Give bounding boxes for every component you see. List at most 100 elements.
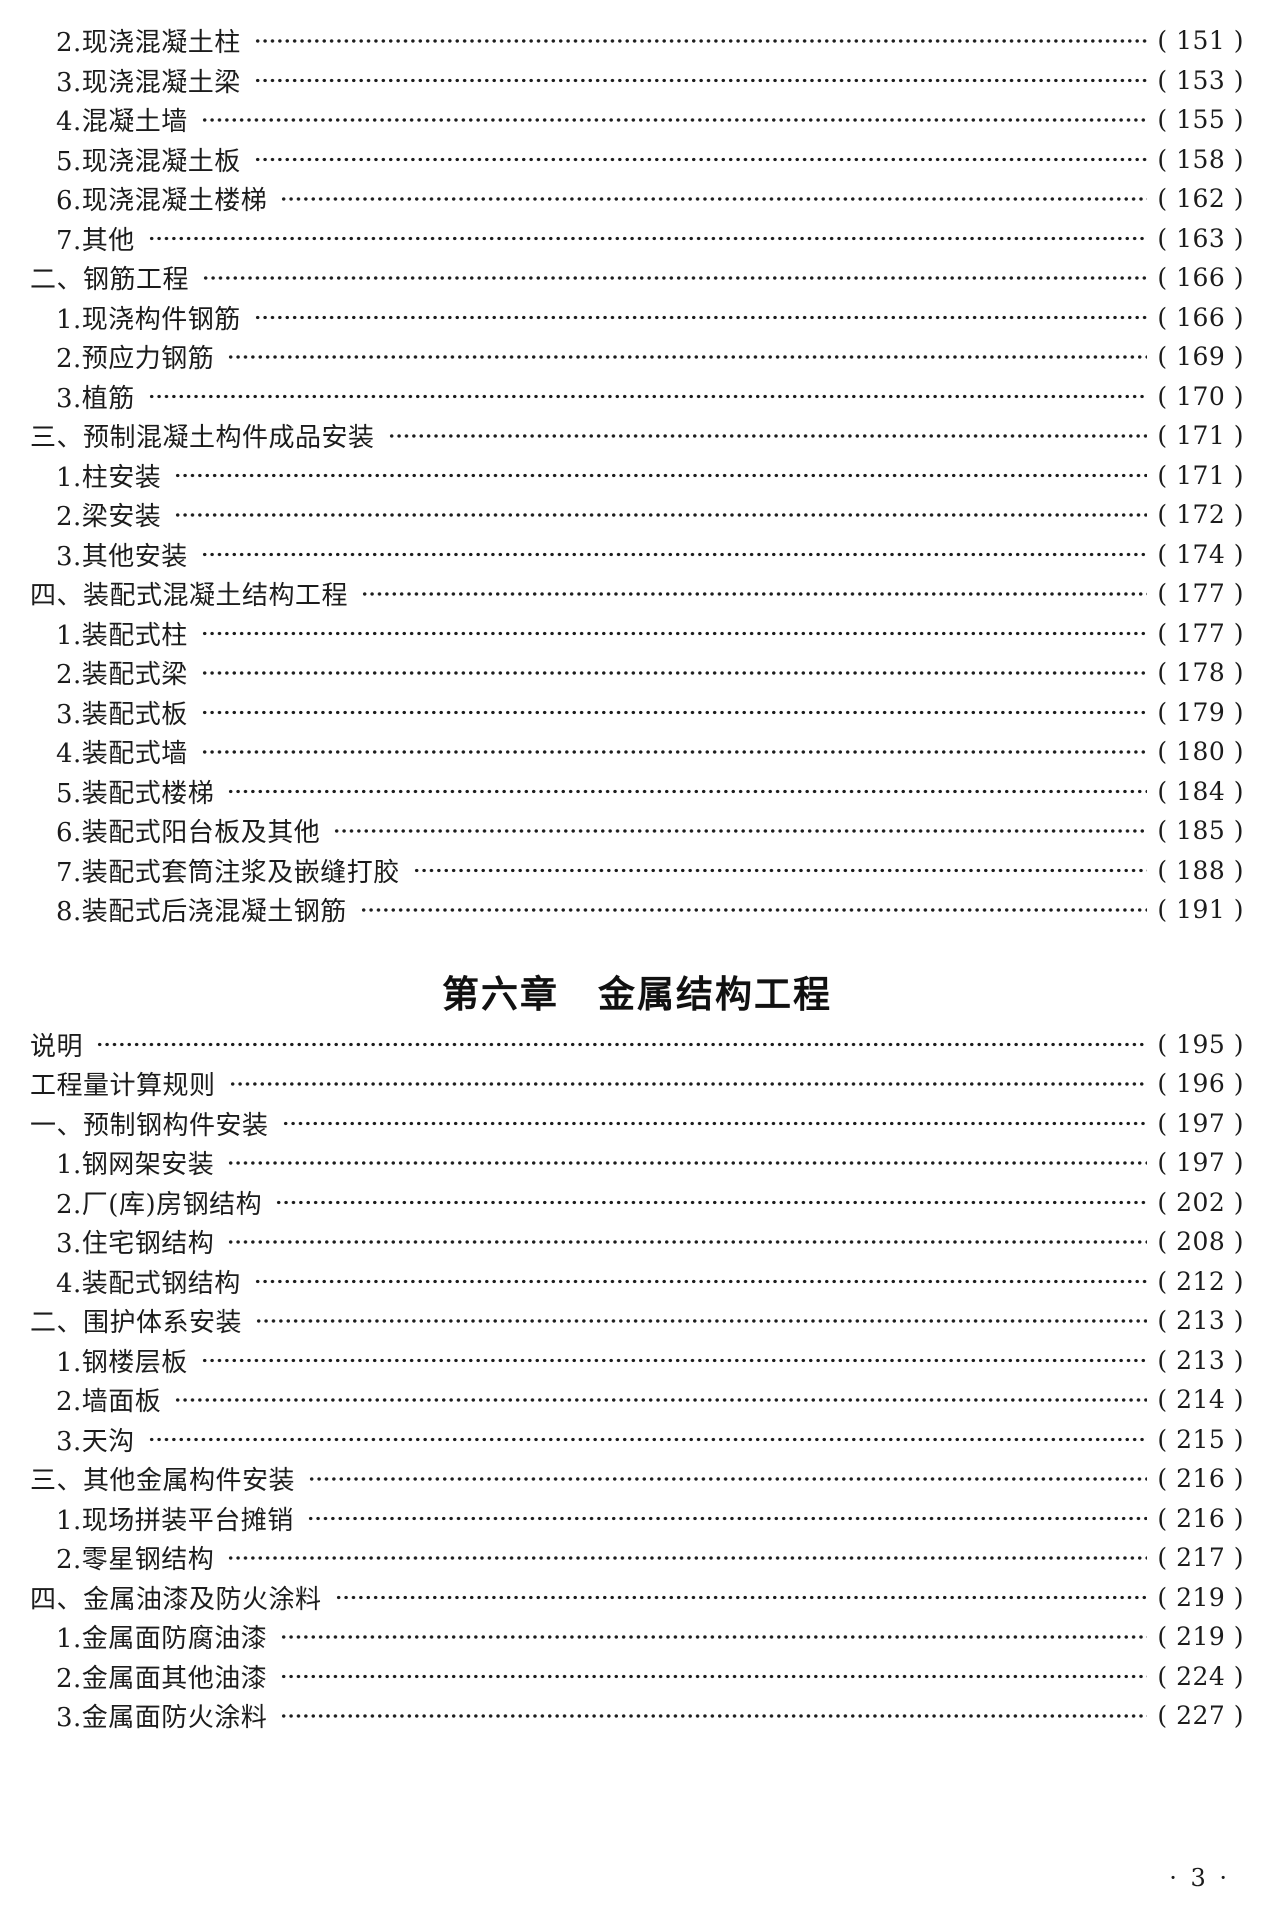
toc-entry: 二、围护体系安装 ( 213 ) — [30, 1301, 1244, 1341]
dot-leader — [228, 1064, 1148, 1104]
toc-entry-label: 7.装配式套筒注浆及嵌缝打胶 — [56, 857, 400, 888]
toc-entry-label: 工程量计算规则 — [30, 1071, 216, 1102]
toc-entry: 2.厂(库)房钢结构 ( 202 ) — [30, 1182, 1244, 1222]
toc-entry: 1.钢网架安装 ( 197 ) — [30, 1143, 1244, 1183]
toc-entry-label: 一、预制钢构件安装 — [30, 1110, 269, 1141]
dot-leader — [253, 297, 1148, 337]
dot-leader — [281, 1103, 1148, 1143]
toc-entry: 2.预应力钢筋 ( 169 ) — [30, 337, 1244, 377]
toc-entry-label: 3.现浇混凝土梁 — [56, 67, 241, 98]
toc-entry-label: 2.厂(库)房钢结构 — [56, 1189, 263, 1220]
toc-entry-label: 2.金属面其他油漆 — [56, 1663, 268, 1694]
toc-entry: 3.其他安装 ( 174 ) — [30, 534, 1244, 574]
toc-entry: 3.植筋 ( 170 ) — [30, 376, 1244, 416]
dot-leader — [253, 21, 1148, 61]
dot-leader — [174, 495, 1148, 535]
toc-entry-label: 3.住宅钢结构 — [56, 1229, 215, 1260]
toc-entry: 说明 ( 195 ) — [30, 1024, 1244, 1064]
toc-entry-page-number: ( 215 ) — [1157, 1424, 1244, 1454]
toc-entry-label: 2.预应力钢筋 — [56, 344, 215, 375]
toc-entry-page-number: ( 188 ) — [1157, 855, 1244, 885]
toc-entry: 3.天沟 ( 215 ) — [30, 1419, 1244, 1459]
toc-entry-page-number: ( 185 ) — [1157, 816, 1244, 846]
toc-entry-label: 5.装配式楼梯 — [56, 778, 215, 809]
toc-entry-label: 1.装配式柱 — [56, 620, 188, 651]
toc-entry-page-number: ( 197 ) — [1157, 1108, 1244, 1138]
toc-entry-page-number: ( 217 ) — [1157, 1543, 1244, 1573]
toc-entry-label: 2.梁安装 — [56, 502, 162, 533]
toc-entry-page-number: ( 158 ) — [1157, 144, 1244, 174]
toc-entry-label: 3.装配式板 — [56, 699, 188, 730]
chapter-heading: 第六章 金属结构工程 — [442, 973, 832, 1015]
dot-leader — [255, 1301, 1148, 1341]
dot-leader — [387, 416, 1148, 456]
toc-entry-label: 2.装配式梁 — [56, 660, 188, 691]
toc-entry-page-number: ( 169 ) — [1157, 342, 1244, 372]
toc-entry-label: 4.装配式钢结构 — [56, 1268, 241, 1299]
toc-entry-label: 8.装配式后浇混凝土钢筋 — [56, 897, 347, 928]
toc-entry: 2.现浇混凝土柱 ( 151 ) — [30, 21, 1244, 61]
toc-entry-page-number: ( 171 ) — [1157, 421, 1244, 451]
toc-entry: 6.现浇混凝土楼梯 ( 162 ) — [30, 179, 1244, 219]
toc-entry-label: 1.钢网架安装 — [56, 1150, 215, 1181]
toc-entry-page-number: ( 151 ) — [1157, 26, 1244, 56]
dot-leader — [200, 534, 1148, 574]
toc-entry-page-number: ( 202 ) — [1157, 1187, 1244, 1217]
dot-leader — [200, 1340, 1148, 1380]
dot-leader — [200, 692, 1148, 732]
dot-leader — [227, 1143, 1148, 1183]
dot-leader — [227, 337, 1148, 377]
toc-entry: 8.装配式后浇混凝土钢筋 ( 191 ) — [30, 890, 1244, 930]
footer-page-number: · 3 · — [1169, 1864, 1230, 1892]
toc-entry-label: 3.植筋 — [56, 383, 135, 414]
toc-entry: 5.现浇混凝土板 ( 158 ) — [30, 139, 1244, 179]
toc-entry: 4.装配式钢结构 ( 212 ) — [30, 1261, 1244, 1301]
toc-section-chapter6: 说明 ( 195 ) 工程量计算规则 ( 196 ) 一、预制钢构件安装 ( 1… — [30, 1024, 1244, 1736]
dot-leader — [202, 258, 1148, 298]
dot-leader — [280, 1656, 1148, 1696]
toc-entry-label: 2.墙面板 — [56, 1387, 162, 1418]
dot-leader — [359, 890, 1148, 930]
dot-leader — [253, 60, 1148, 100]
toc-entry: 工程量计算规则 ( 196 ) — [30, 1064, 1244, 1104]
toc-entry-label: 3.金属面防火涂料 — [56, 1703, 268, 1734]
toc-entry: 6.装配式阳台板及其他 ( 185 ) — [30, 811, 1244, 851]
toc-entry: 一、预制钢构件安装 ( 197 ) — [30, 1103, 1244, 1143]
toc-entry-page-number: ( 213 ) — [1157, 1345, 1244, 1375]
toc-entry-page-number: ( 170 ) — [1157, 381, 1244, 411]
toc-entry-label: 6.装配式阳台板及其他 — [56, 818, 321, 849]
toc-entry: 1.现场拼装平台摊销 ( 216 ) — [30, 1498, 1244, 1538]
toc-entry: 2.墙面板 ( 214 ) — [30, 1380, 1244, 1420]
dot-leader — [147, 1419, 1148, 1459]
toc-entry-label: 6.现浇混凝土楼梯 — [56, 186, 268, 217]
toc-entry-page-number: ( 216 ) — [1157, 1503, 1244, 1533]
toc-entry: 1.金属面防腐油漆 ( 219 ) — [30, 1617, 1244, 1657]
toc-entry-page-number: ( 191 ) — [1157, 895, 1244, 925]
table-of-contents: 2.现浇混凝土柱 ( 151 ) 3.现浇混凝土梁 ( 153 ) 4.混凝土墙… — [30, 21, 1244, 1736]
toc-entry-page-number: ( 163 ) — [1157, 223, 1244, 253]
dot-leader — [280, 179, 1148, 219]
toc-entry: 1.现浇构件钢筋 ( 166 ) — [30, 297, 1244, 337]
toc-entry-page-number: ( 177 ) — [1157, 618, 1244, 648]
toc-entry-page-number: ( 166 ) — [1157, 302, 1244, 332]
toc-entry-label: 5.现浇混凝土板 — [56, 146, 241, 177]
dot-leader — [200, 732, 1148, 772]
toc-entry-label: 4.装配式墙 — [56, 739, 188, 770]
toc-entry-label: 2.零星钢结构 — [56, 1545, 215, 1576]
toc-entry-page-number: ( 213 ) — [1157, 1306, 1244, 1336]
dot-leader — [253, 1261, 1148, 1301]
dot-leader — [200, 613, 1148, 653]
dot-leader — [280, 1617, 1148, 1657]
toc-entry-page-number: ( 219 ) — [1157, 1582, 1244, 1612]
toc-entry-page-number: ( 162 ) — [1157, 184, 1244, 214]
toc-entry-page-number: ( 153 ) — [1157, 65, 1244, 95]
toc-entry-page-number: ( 172 ) — [1157, 500, 1244, 530]
dot-leader — [253, 139, 1148, 179]
toc-entry-page-number: ( 208 ) — [1157, 1227, 1244, 1257]
toc-entry: 3.装配式板 ( 179 ) — [30, 692, 1244, 732]
toc-entry: 3.现浇混凝土梁 ( 153 ) — [30, 60, 1244, 100]
toc-entry-label: 二、钢筋工程 — [30, 265, 190, 296]
toc-entry-page-number: ( 212 ) — [1157, 1266, 1244, 1296]
dot-leader — [333, 811, 1148, 851]
